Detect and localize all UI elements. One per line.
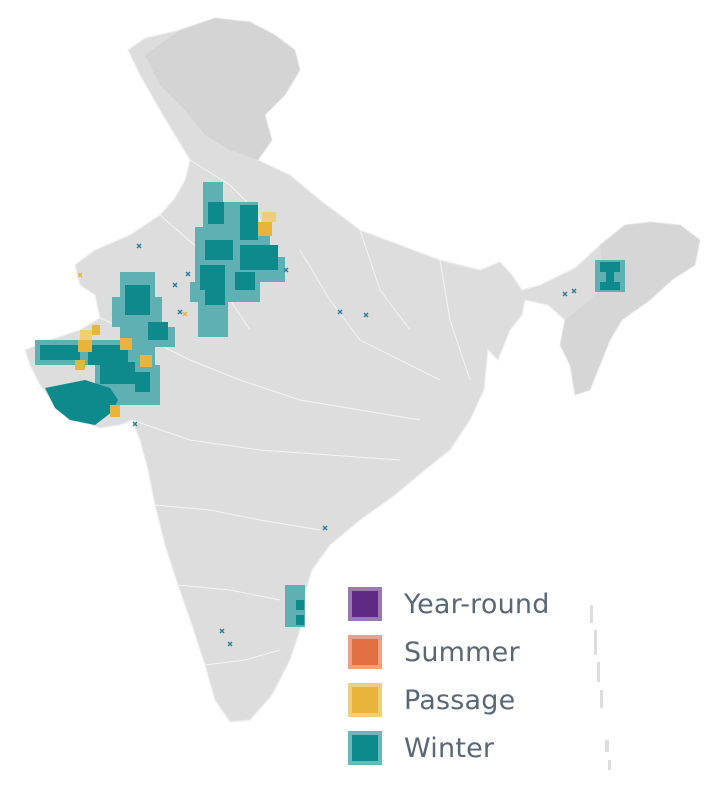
andaman-islands bbox=[590, 605, 611, 770]
legend-item-passage: Passage bbox=[348, 676, 550, 724]
passage-range bbox=[75, 222, 272, 417]
point-records bbox=[132, 243, 577, 647]
legend-item-summer: Summer bbox=[348, 628, 550, 676]
winter-range-core bbox=[40, 202, 620, 625]
northeast-shade bbox=[560, 222, 700, 395]
point-records-passage bbox=[77, 272, 188, 317]
year-round-swatch bbox=[348, 587, 382, 621]
legend-label: Passage bbox=[404, 684, 516, 716]
passage-swatch bbox=[348, 683, 382, 717]
map-legend: Year-round Summer Passage Winter bbox=[348, 580, 550, 772]
summer-swatch bbox=[348, 635, 382, 669]
legend-item-year-round: Year-round bbox=[348, 580, 550, 628]
himalaya-shade bbox=[145, 18, 300, 160]
legend-label: Year-round bbox=[404, 588, 550, 620]
legend-label: Winter bbox=[404, 732, 495, 764]
passage-range-light bbox=[80, 212, 276, 340]
legend-label: Summer bbox=[404, 636, 520, 668]
legend-item-winter: Winter bbox=[348, 724, 550, 772]
winter-swatch bbox=[348, 731, 382, 765]
saurashtra-winter bbox=[45, 380, 118, 425]
